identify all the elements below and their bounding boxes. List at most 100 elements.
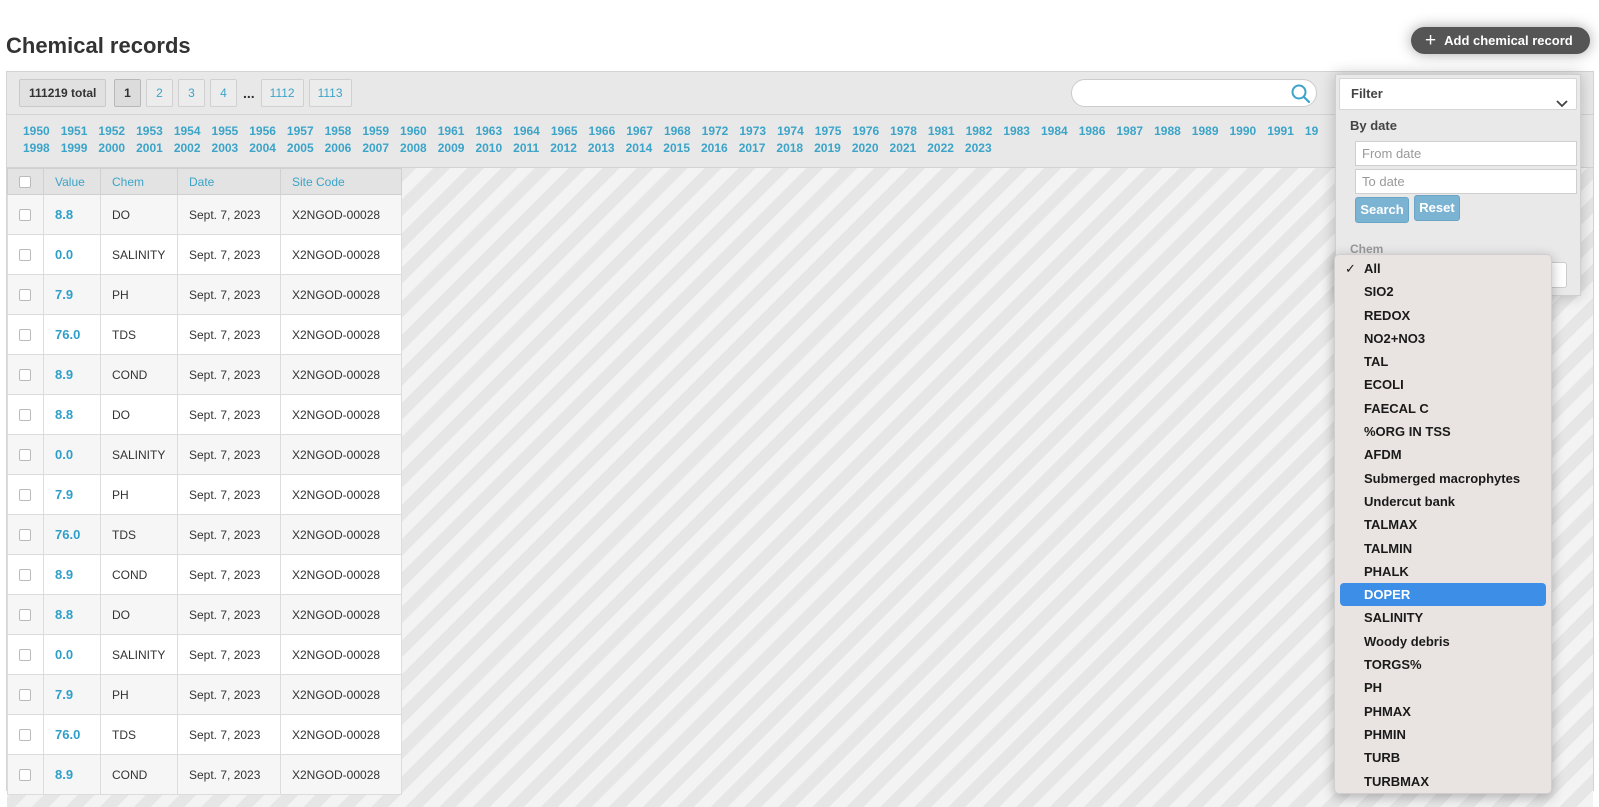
year-link[interactable]: 1950 [23, 124, 50, 138]
year-link[interactable]: 1976 [852, 124, 880, 138]
chem-option[interactable]: TORGS% [1340, 653, 1546, 676]
year-link[interactable]: 1978 [890, 124, 917, 138]
year-link[interactable]: 1988 [1154, 124, 1181, 138]
year-link[interactable]: 2023 [964, 141, 992, 155]
chem-option[interactable]: FAECAL C [1340, 397, 1546, 420]
value-cell[interactable]: 8.8 [43, 394, 101, 435]
year-link[interactable]: 1965 [550, 124, 578, 138]
year-link[interactable]: 1991 [1267, 124, 1294, 138]
year-link[interactable]: 1975 [814, 124, 842, 138]
row-checkbox[interactable] [19, 689, 31, 702]
row-checkbox[interactable] [19, 449, 31, 462]
chem-option[interactable]: PHALK [1340, 560, 1546, 583]
value-cell[interactable]: 8.8 [43, 594, 101, 635]
select-all-checkbox[interactable] [19, 176, 31, 189]
from-date-field[interactable]: From date [1355, 141, 1577, 166]
value-cell[interactable]: 76.0 [43, 314, 101, 355]
year-link[interactable]: 1960 [400, 124, 427, 138]
row-checkbox[interactable] [19, 609, 31, 622]
value-cell[interactable]: 8.8 [43, 194, 101, 235]
year-link[interactable]: 1968 [663, 124, 691, 138]
row-checkbox[interactable] [19, 289, 31, 302]
year-link[interactable]: 1981 [927, 124, 955, 138]
year-link[interactable]: 2008 [400, 141, 427, 155]
row-checkbox[interactable] [19, 769, 31, 782]
year-link[interactable]: 1963 [475, 124, 503, 138]
value-cell[interactable]: 7.9 [43, 674, 101, 715]
year-link[interactable]: 1974 [777, 124, 804, 138]
year-link[interactable]: 2019 [814, 141, 841, 155]
year-link[interactable]: 1959 [362, 124, 390, 138]
add-chemical-record-button[interactable]: + Add chemical record [1411, 27, 1590, 54]
chem-option[interactable]: REDOX [1340, 304, 1546, 327]
year-link[interactable]: 2018 [776, 141, 804, 155]
row-checkbox[interactable] [19, 649, 31, 662]
year-link[interactable]: 2000 [98, 141, 126, 155]
year-link[interactable]: 1958 [324, 124, 352, 138]
year-link[interactable]: 1966 [588, 124, 616, 138]
year-link[interactable]: 2022 [927, 141, 954, 155]
year-link[interactable]: 1956 [249, 124, 276, 138]
year-link[interactable]: 1953 [136, 124, 163, 138]
chem-option[interactable]: Undercut bank [1340, 490, 1546, 513]
year-link[interactable]: 2002 [173, 141, 201, 155]
value-cell[interactable]: 76.0 [43, 714, 101, 755]
chem-option[interactable]: DOPER [1340, 583, 1546, 607]
year-link[interactable]: 2004 [249, 141, 276, 155]
row-checkbox[interactable] [19, 569, 31, 582]
chem-option[interactable]: SIO2 [1340, 280, 1546, 303]
value-cell[interactable]: 7.9 [43, 474, 101, 515]
table-row[interactable]: 8.9 COND Sept. 7, 2023 X2NGOD-00028 [7, 554, 402, 595]
year-link[interactable]: 1952 [98, 124, 126, 138]
row-checkbox[interactable] [19, 329, 31, 342]
page-link[interactable]: 3 [178, 79, 205, 107]
year-link[interactable]: 1967 [626, 124, 653, 138]
year-link[interactable]: 1961 [437, 124, 465, 138]
value-cell[interactable]: 0.0 [43, 434, 101, 475]
year-link[interactable]: 2015 [663, 141, 690, 155]
search-box[interactable] [1071, 79, 1317, 107]
table-row[interactable]: 0.0 SALINITY Sept. 7, 2023 X2NGOD-00028 [7, 634, 402, 675]
table-row[interactable]: 8.8 DO Sept. 7, 2023 X2NGOD-00028 [7, 194, 402, 235]
chem-option[interactable]: TURB [1340, 746, 1546, 769]
search-input[interactable] [1084, 80, 1294, 106]
chem-option[interactable]: Woody debris [1340, 630, 1546, 653]
date-reset-button[interactable]: Reset [1414, 195, 1460, 221]
year-link[interactable]: 1986 [1078, 124, 1106, 138]
value-cell[interactable]: 7.9 [43, 274, 101, 315]
row-checkbox[interactable] [19, 209, 31, 222]
year-link[interactable]: 1982 [965, 124, 993, 138]
chem-option[interactable]: TALMIN [1340, 537, 1546, 560]
year-link[interactable]: 2017 [738, 141, 766, 155]
year-link[interactable]: 1957 [286, 124, 314, 138]
filter-toggle[interactable]: Filter [1339, 78, 1577, 110]
page-link[interactable]: 4 [210, 79, 237, 107]
value-cell[interactable]: 8.9 [43, 554, 101, 595]
chem-option[interactable]: Submerged macrophytes [1340, 467, 1546, 490]
table-row[interactable]: 7.9 PH Sept. 7, 2023 X2NGOD-00028 [7, 674, 402, 715]
table-row[interactable]: 76.0 TDS Sept. 7, 2023 X2NGOD-00028 [7, 314, 402, 355]
chem-option[interactable]: ✓ All [1340, 257, 1546, 280]
value-cell[interactable]: 76.0 [43, 514, 101, 555]
year-link[interactable]: 2021 [889, 141, 917, 155]
year-link[interactable]: 1983 [1003, 124, 1030, 138]
table-row[interactable]: 8.9 COND Sept. 7, 2023 X2NGOD-00028 [7, 754, 402, 795]
table-row[interactable]: 0.0 SALINITY Sept. 7, 2023 X2NGOD-00028 [7, 434, 402, 475]
table-row[interactable]: 8.8 DO Sept. 7, 2023 X2NGOD-00028 [7, 394, 402, 435]
year-link[interactable]: 1973 [739, 124, 767, 138]
chem-option[interactable]: %ORG IN TSS [1340, 420, 1546, 443]
year-link[interactable]: 1964 [513, 124, 540, 138]
chem-option[interactable]: TALMAX [1340, 513, 1546, 536]
value-cell[interactable]: 8.9 [43, 354, 101, 395]
table-row[interactable]: 7.9 PH Sept. 7, 2023 X2NGOD-00028 [7, 474, 402, 515]
chem-option[interactable]: SALINITY [1340, 606, 1546, 629]
column-header-date[interactable]: Date [177, 168, 281, 195]
date-search-button[interactable]: Search [1355, 197, 1409, 223]
year-link[interactable]: 2001 [136, 141, 163, 155]
row-checkbox[interactable] [19, 529, 31, 542]
page-link[interactable]: 1112 [260, 79, 304, 107]
column-header-chem[interactable]: Chem [100, 168, 178, 195]
value-cell[interactable]: 8.9 [43, 754, 101, 795]
row-checkbox[interactable] [19, 729, 31, 742]
year-link[interactable]: 1951 [60, 124, 88, 138]
